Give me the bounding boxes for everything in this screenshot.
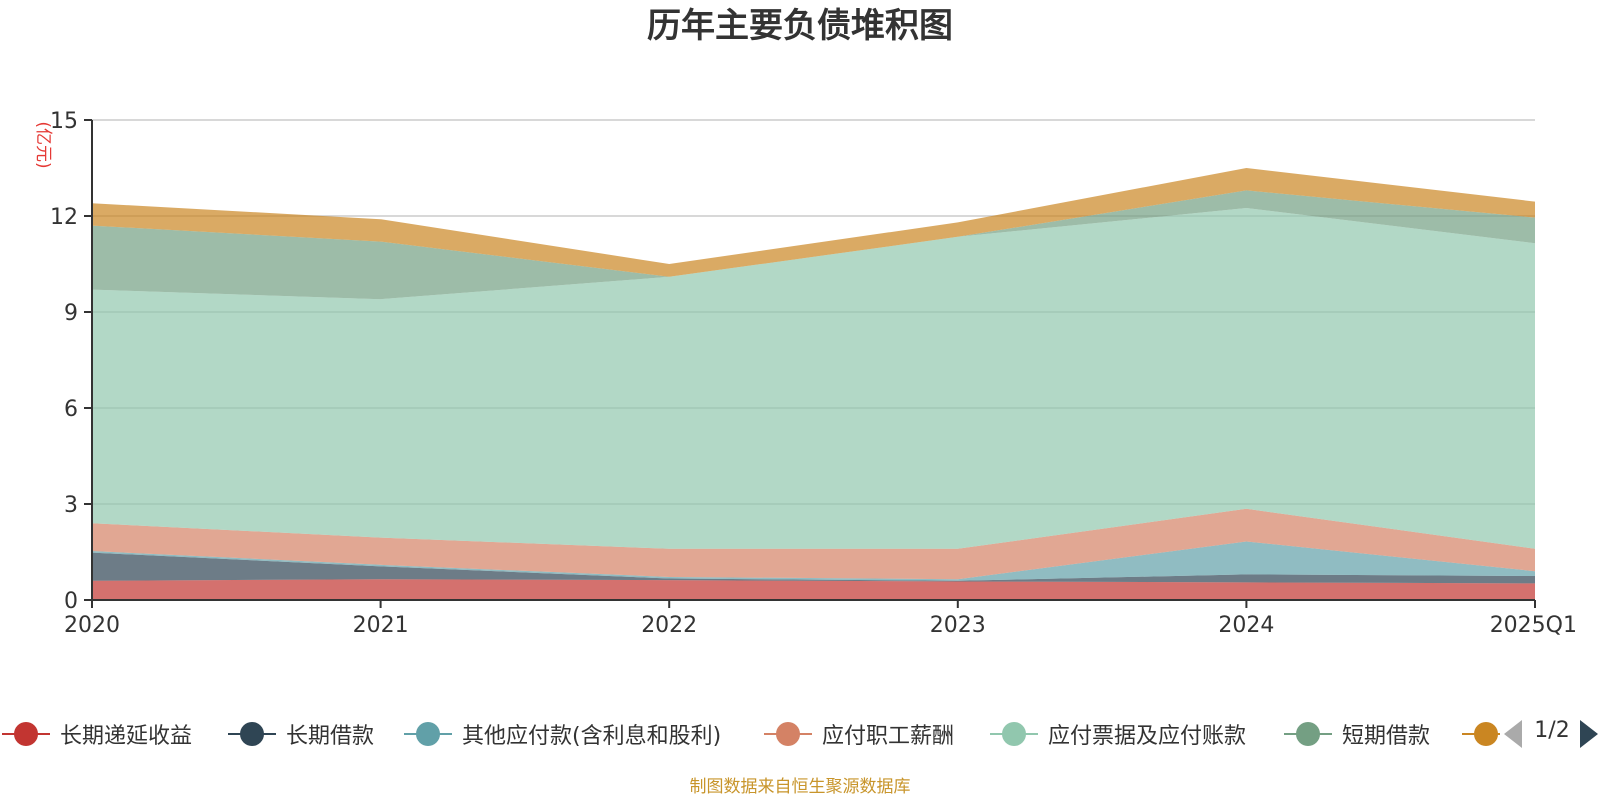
legend-marker-icon (226, 719, 278, 749)
source-note: 制图数据来自恒生聚源数据库 (689, 777, 911, 797)
y-tick-label: 6 (64, 397, 78, 422)
legend-marker-icon (402, 719, 454, 749)
legend-item-2[interactable]: 其他应付款(含利息和股利) (402, 716, 721, 752)
x-tick-label: 2021 (353, 613, 409, 638)
area-series-4[interactable] (92, 208, 1535, 549)
legend-item-0[interactable]: 长期递延收益 (0, 716, 192, 752)
chart-title: 历年主要负债堆积图 (647, 6, 953, 46)
area-series-0[interactable] (92, 579, 1535, 600)
legend-label: 长期借款 (286, 724, 375, 749)
legend-marker-icon (988, 719, 1040, 749)
x-tick-label: 2024 (1218, 613, 1274, 638)
area-series-layer (92, 168, 1535, 600)
legend-label: 长期递延收益 (60, 724, 193, 749)
legend-marker-icon (1460, 719, 1512, 749)
y-tick-label: 0 (64, 589, 78, 614)
area-series-5[interactable] (92, 190, 1535, 300)
y-tick-label: 9 (64, 301, 78, 326)
legend-label: 应付票据及应付账款 (1048, 724, 1247, 749)
triangle-right-icon[interactable] (1580, 720, 1598, 748)
y-tick-label: 3 (64, 493, 78, 518)
legend-marker-icon (762, 719, 814, 749)
legend-label: 短期借款 (1342, 724, 1431, 749)
y-tick-label: 15 (50, 109, 78, 134)
x-tick-label: 2022 (641, 613, 697, 638)
legend-pager: 1/2 (1500, 716, 1600, 752)
legend-item-5[interactable]: 短期借款 (1282, 716, 1430, 752)
area-series-2[interactable] (92, 541, 1535, 581)
legend-label: 其他应付款(含利息和股利) (462, 724, 722, 749)
area-series-1[interactable] (92, 552, 1535, 584)
axes (91, 120, 1535, 601)
y-axis-ticks: 0 3 6 9 12 15 (50, 109, 92, 614)
legend-marker-icon (1282, 719, 1334, 749)
legend-label: 应付职工薪酬 (822, 724, 955, 749)
triangle-left-icon[interactable] (1504, 720, 1522, 748)
legend-page-indicator: 1/2 (1534, 718, 1570, 743)
legend-item-1[interactable]: 长期借款 (226, 716, 374, 752)
legend-marker-icon (0, 719, 52, 749)
legend: 长期递延收益 长期借款 其他应付款(含利息和股利) 应付职工薪酬 应付票据及应付账款 短期… (0, 716, 1600, 752)
legend-item-3[interactable]: 应付职工薪酬 (762, 716, 954, 752)
area-series-3[interactable] (92, 508, 1535, 580)
x-axis-ticks: 2020 2021 2022 2023 2024 2025Q1 (64, 600, 1577, 638)
y-tick-label: 12 (50, 205, 78, 230)
x-tick-label: 2025Q1 (1490, 613, 1577, 638)
y-axis-unit-label: (亿元) (33, 121, 53, 168)
x-tick-label: 2023 (930, 613, 986, 638)
legend-item-4[interactable]: 应付票据及应付账款 (988, 716, 1246, 752)
area-series-6[interactable] (92, 168, 1535, 277)
x-tick-label: 2020 (64, 613, 120, 638)
